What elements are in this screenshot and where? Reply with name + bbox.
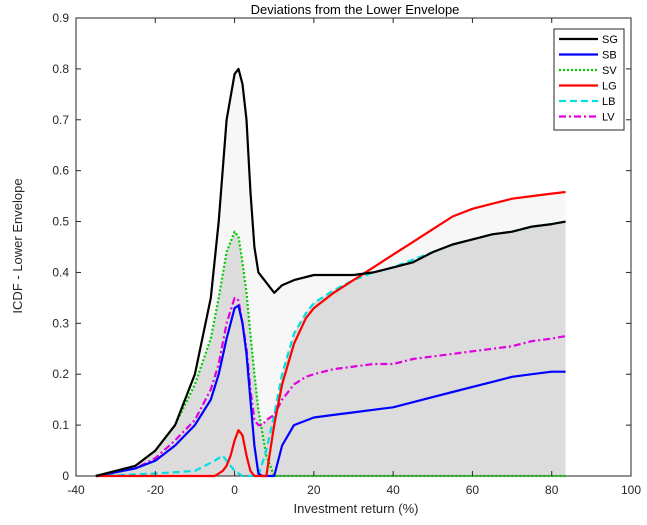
y-tick-label: 0.4 <box>52 265 69 279</box>
y-tick-label: 0.9 <box>52 11 69 25</box>
y-tick-label: 0.5 <box>52 215 69 229</box>
x-tick-label: 0 <box>231 483 238 497</box>
series-line-lg <box>95 190 566 478</box>
x-tick-label: -20 <box>147 483 165 497</box>
x-tick-label: 60 <box>466 483 480 497</box>
series-line-sb <box>95 304 566 478</box>
legend-box <box>553 28 625 131</box>
legend: SG SB SV LG LB LV <box>553 28 625 131</box>
plot-frame <box>75 17 632 477</box>
y-tick-label: 0.2 <box>52 367 69 381</box>
x-tick-label: 40 <box>386 483 400 497</box>
y-tick-label: 0 <box>62 469 69 483</box>
x-tick-label: 80 <box>545 483 559 497</box>
x-tick-label: 100 <box>621 483 641 497</box>
chart-title: Deviations from the Lower Envelope <box>251 2 460 17</box>
x-tick-label: -40 <box>67 483 85 497</box>
series-line-sv <box>95 230 566 478</box>
y-tick-label: 0.3 <box>52 316 69 330</box>
shaded-areas <box>95 69 566 476</box>
y-tick-label: 0.8 <box>52 62 69 76</box>
y-tick-label: 0.6 <box>52 164 69 178</box>
legend-label-sg: SG <box>602 34 618 46</box>
x-tick-label: 20 <box>307 483 321 497</box>
shaded-area-lower <box>95 221 566 476</box>
y-tick-label: 0.7 <box>52 113 69 127</box>
x-axis-label: Investment return (%) <box>294 501 419 516</box>
y-axis-label: ICDF - Lower Envelope <box>10 178 25 313</box>
legend-label-sv: SV <box>602 65 617 77</box>
series-lines <box>95 67 566 478</box>
y-tick-label: 0.1 <box>52 418 69 432</box>
y-axis-ticks: 0 0.1 0.2 0.3 0.4 0.5 0.6 0.7 0.8 0.9 <box>52 11 631 483</box>
legend-label-sb: SB <box>602 50 617 62</box>
legend-label-lv: LV <box>602 112 615 124</box>
series-line-lv <box>95 296 566 478</box>
series-line-sg <box>95 67 566 478</box>
series-line-lb <box>95 220 566 478</box>
x-axis-ticks: -40 -20 0 20 40 60 80 100 <box>67 18 641 497</box>
legend-label-lg: LG <box>602 81 617 93</box>
legend-label-lb: LB <box>602 96 615 108</box>
